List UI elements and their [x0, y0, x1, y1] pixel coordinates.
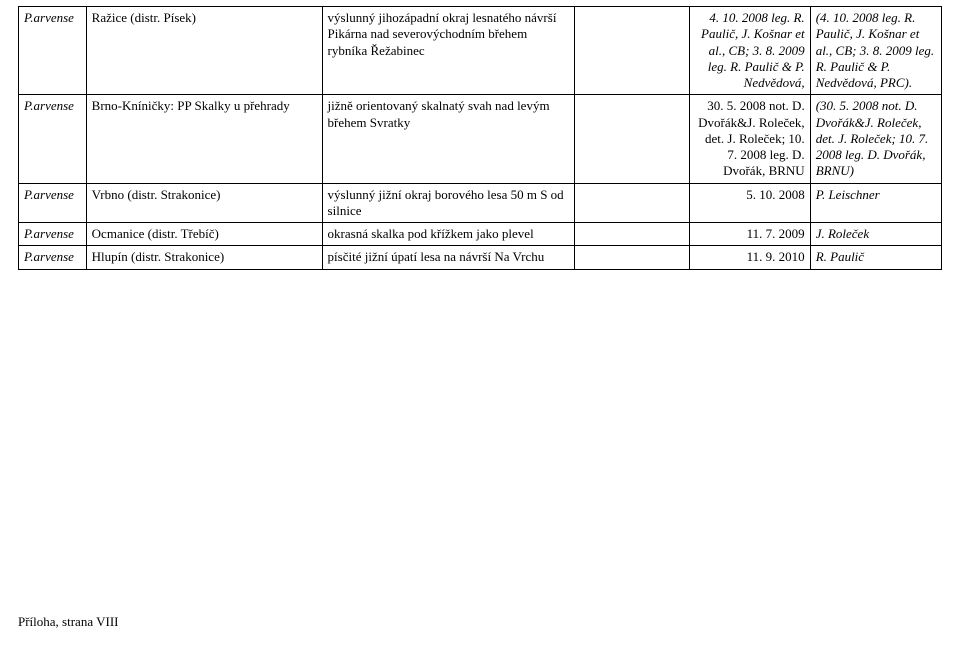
cell-habitat: výslunný jihozápadní okraj lesnatého náv…	[322, 7, 574, 95]
cell-blank	[574, 246, 689, 269]
page-footer: Příloha, strana VIII	[18, 614, 118, 630]
cell-source: P. Leischner	[810, 183, 941, 223]
cell-locality: Ražice (distr. Písek)	[86, 7, 322, 95]
cell-source-text: J. Roleček	[816, 226, 869, 241]
cell-record: 11. 7. 2009	[689, 223, 810, 246]
cell-source-text: P. Leischner	[816, 187, 880, 202]
page: P.arvense Ražice (distr. Písek) výslunný…	[0, 0, 960, 652]
cell-record-text: 4. 10. 2008 leg. R. Paulič, J. Košnar et…	[701, 10, 805, 90]
cell-source-text: (30. 5. 2008 not. D. Dvořák&J. Roleček, …	[816, 98, 929, 178]
cell-taxon: P.arvense	[19, 7, 87, 95]
table-row: P.arvense Ocmanice (distr. Třebíč) okras…	[19, 223, 942, 246]
cell-source: R. Paulič	[810, 246, 941, 269]
cell-taxon: P.arvense	[19, 183, 87, 223]
cell-record-text: 11. 9. 2010	[747, 249, 805, 264]
cell-blank	[574, 183, 689, 223]
species-table: P.arvense Ražice (distr. Písek) výslunný…	[18, 6, 942, 270]
cell-record-text: 30. 5. 2008 not. D. Dvořák&J. Roleček, d…	[698, 98, 805, 178]
table-row: P.arvense Brno-Kníničky: PP Skalky u pře…	[19, 95, 942, 183]
cell-record-text: 11. 7. 2009	[747, 226, 805, 241]
cell-record: 30. 5. 2008 not. D. Dvořák&J. Roleček, d…	[689, 95, 810, 183]
cell-blank	[574, 7, 689, 95]
cell-record: 11. 9. 2010	[689, 246, 810, 269]
cell-habitat: okrasná skalka pod křížkem jako plevel	[322, 223, 574, 246]
cell-locality: Vrbno (distr. Strakonice)	[86, 183, 322, 223]
table-body: P.arvense Ražice (distr. Písek) výslunný…	[19, 7, 942, 270]
table-row: P.arvense Vrbno (distr. Strakonice) výsl…	[19, 183, 942, 223]
cell-source-text: R. Paulič	[816, 249, 864, 264]
cell-record: 4. 10. 2008 leg. R. Paulič, J. Košnar et…	[689, 7, 810, 95]
cell-source: J. Roleček	[810, 223, 941, 246]
cell-record-text: 5. 10. 2008	[746, 187, 805, 202]
cell-blank	[574, 223, 689, 246]
cell-source: (30. 5. 2008 not. D. Dvořák&J. Roleček, …	[810, 95, 941, 183]
cell-taxon: P.arvense	[19, 223, 87, 246]
table-row: P.arvense Ražice (distr. Písek) výslunný…	[19, 7, 942, 95]
cell-locality: Hlupín (distr. Strakonice)	[86, 246, 322, 269]
cell-taxon: P.arvense	[19, 246, 87, 269]
cell-source: (4. 10. 2008 leg. R. Paulič, J. Košnar e…	[810, 7, 941, 95]
cell-habitat: výslunný jižní okraj borového lesa 50 m …	[322, 183, 574, 223]
cell-locality: Brno-Kníničky: PP Skalky u přehrady	[86, 95, 322, 183]
cell-taxon: P.arvense	[19, 95, 87, 183]
cell-source-text: (4. 10. 2008 leg. R. Paulič, J. Košnar e…	[816, 10, 934, 90]
table-row: P.arvense Hlupín (distr. Strakonice) pís…	[19, 246, 942, 269]
cell-record: 5. 10. 2008	[689, 183, 810, 223]
cell-blank	[574, 95, 689, 183]
cell-habitat: písčité jižní úpatí lesa na návrší Na Vr…	[322, 246, 574, 269]
cell-locality: Ocmanice (distr. Třebíč)	[86, 223, 322, 246]
cell-habitat: jižně orientovaný skalnatý svah nad levý…	[322, 95, 574, 183]
